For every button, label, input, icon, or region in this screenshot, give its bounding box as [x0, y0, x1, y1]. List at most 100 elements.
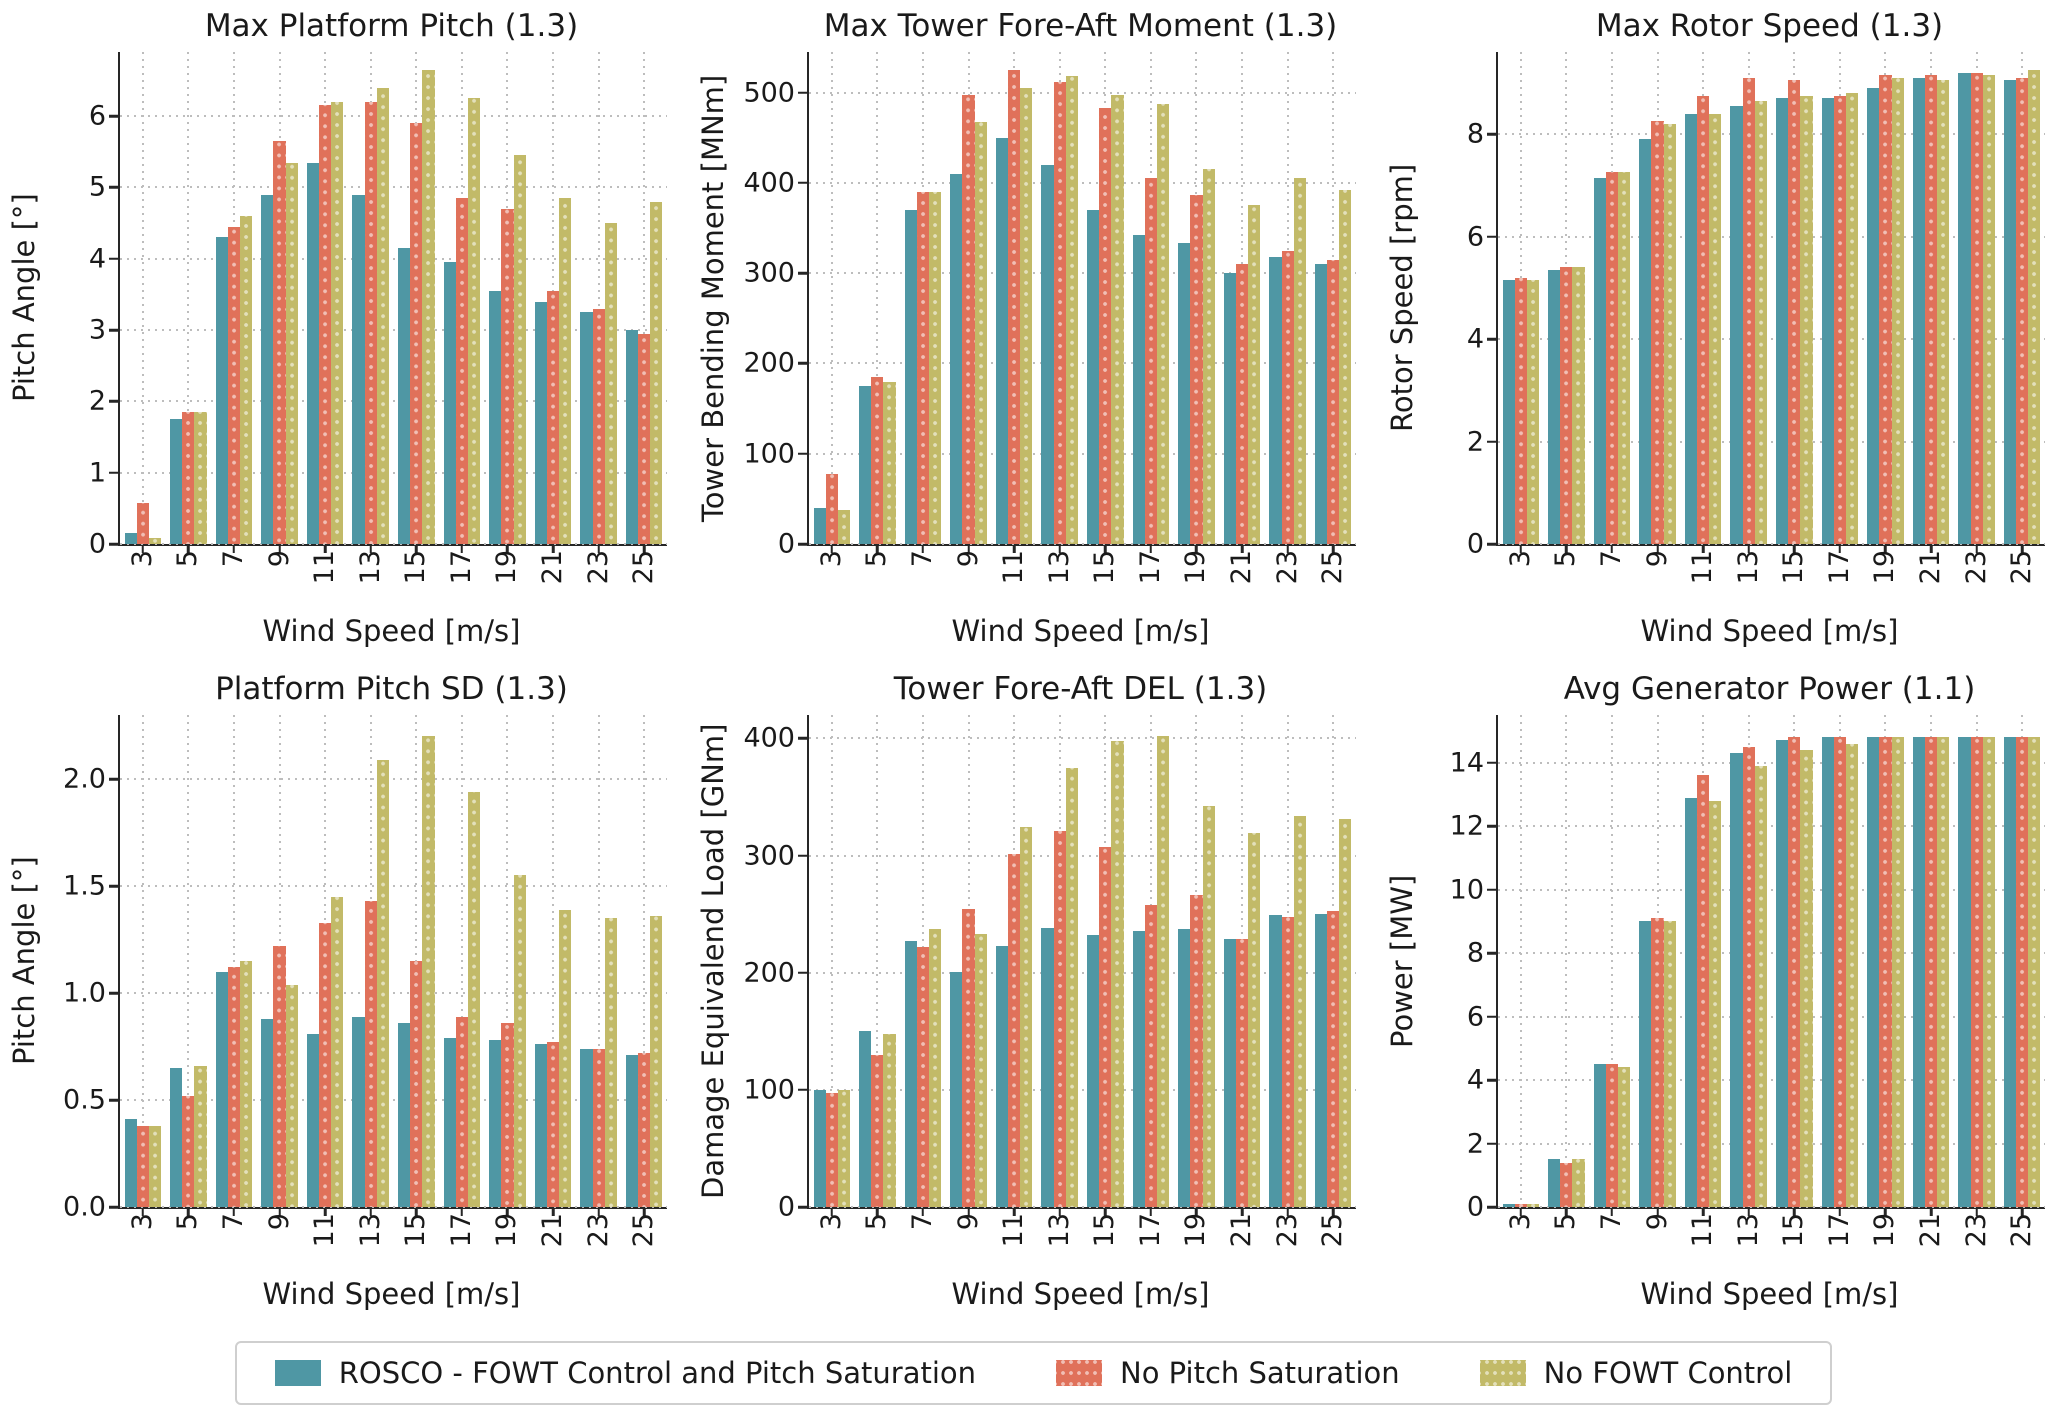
bar — [422, 69, 435, 544]
x-tick-label: 25 — [1317, 550, 1349, 585]
bar — [513, 155, 526, 544]
bar — [1526, 280, 1539, 544]
bar — [1248, 833, 1261, 1207]
bar — [331, 896, 344, 1207]
gridline-vertical — [552, 715, 555, 1207]
bar — [501, 1023, 514, 1207]
bar — [950, 971, 963, 1207]
gridline-horizontal — [1498, 133, 2045, 135]
bar — [148, 1125, 161, 1207]
bar — [1867, 87, 1880, 544]
x-tick-mark — [876, 544, 879, 553]
y-tick-label: 300 — [743, 257, 795, 289]
bar — [1709, 800, 1722, 1207]
x-tick-mark — [597, 544, 600, 553]
plot-area: 3 5 7 9 11 13 15 17 19 21 23 25 0 100 200 300 400 — [743, 715, 1356, 1247]
x-tick-mark — [1058, 544, 1061, 553]
gridline-horizontal — [120, 1206, 667, 1208]
bar — [1730, 105, 1743, 544]
bar — [883, 381, 896, 544]
gridline-horizontal — [809, 452, 1356, 455]
bar — [273, 946, 286, 1207]
bar — [1572, 267, 1585, 544]
y-tick-label: 12 — [1449, 810, 1484, 842]
bar — [194, 412, 207, 544]
legend-swatch-no-pitch-saturation — [1056, 1360, 1103, 1386]
chart-max-rotor-speed: Max Rotor Speed (1.3) Rotor Speed [rpm] … — [1378, 0, 2067, 663]
chart-tower-fore-aft-del: Tower Fore-Aft DEL (1.3) Damage Equivale… — [689, 663, 1378, 1326]
x-tick-mark — [1519, 544, 1523, 553]
bar — [1111, 740, 1124, 1207]
x-tick-label: 13 — [1043, 1213, 1075, 1248]
x-tick-mark — [1975, 544, 1978, 553]
bar — [1697, 775, 1710, 1207]
y-tick-label: 400 — [743, 722, 795, 754]
bar — [2003, 80, 2017, 544]
x-tick-label: 5 — [172, 1213, 204, 1231]
bar — [124, 1119, 137, 1207]
bar — [1281, 250, 1294, 544]
plot-area: 3 5 7 9 11 13 15 17 19 21 23 25 0.0 0.5 1.0 1.5 2.0 — [63, 715, 667, 1247]
bar — [306, 1033, 320, 1207]
y-tick-mark — [1487, 1142, 1496, 1145]
legend-row: ROSCO - FOWT Control and Pitch Saturatio… — [0, 1326, 2067, 1420]
bar — [1293, 815, 1306, 1207]
y-tick-label: 500 — [743, 77, 795, 109]
y-axis-label: Tower Bending Moment [MNm] — [696, 74, 730, 522]
x-tick-label: 13 — [354, 1213, 386, 1248]
gridline-horizontal — [1498, 338, 2045, 340]
x-tick-mark — [415, 1207, 418, 1216]
x-tick-mark — [1286, 1207, 1289, 1216]
bar — [1958, 737, 1971, 1207]
bar — [170, 419, 183, 544]
gridline-vertical — [187, 715, 190, 1207]
y-tick-label: 200 — [743, 957, 795, 989]
bar — [1314, 914, 1328, 1207]
x-tick-mark — [1793, 1207, 1796, 1216]
x-tick-mark — [1195, 1207, 1198, 1216]
x-tick-label: 11 — [1687, 550, 1719, 585]
bar — [825, 1093, 838, 1207]
x-tick-mark — [921, 544, 925, 553]
bar — [1891, 737, 1904, 1207]
bar — [1788, 737, 1801, 1207]
gridline-horizontal — [1498, 235, 2045, 238]
bar — [1269, 256, 1282, 544]
bar — [285, 162, 298, 544]
bar — [261, 1018, 274, 1207]
bar — [1912, 737, 1925, 1207]
bar — [1651, 918, 1664, 1207]
x-tick-label: 5 — [861, 550, 893, 568]
bar — [534, 1044, 547, 1207]
y-tick-label: 4 — [1466, 1064, 1484, 1096]
bar — [1339, 819, 1352, 1207]
bar — [1065, 76, 1078, 544]
gridline-horizontal — [120, 992, 667, 995]
x-tick-label: 25 — [628, 550, 660, 585]
bar — [410, 123, 423, 544]
x-tick-mark — [323, 1207, 327, 1216]
gridline-vertical — [141, 715, 144, 1207]
gridline-horizontal — [1498, 761, 2045, 764]
y-tick-mark — [798, 737, 807, 740]
x-tick-mark — [967, 1207, 970, 1216]
bar — [1639, 139, 1652, 544]
bar — [1020, 88, 1033, 544]
x-tick-mark — [1519, 1207, 1523, 1216]
bar — [489, 1040, 502, 1207]
gridline-vertical — [506, 715, 509, 1207]
x-tick-label: 5 — [1550, 1213, 1582, 1231]
gridline-horizontal — [1498, 1079, 2045, 1082]
bar — [1593, 177, 1606, 544]
x-tick-label: 25 — [1317, 1213, 1349, 1248]
x-tick-label: 9 — [263, 1213, 295, 1231]
bar — [1099, 847, 1112, 1207]
legend-item-no-pitch-saturation: No Pitch Saturation — [1056, 1356, 1400, 1390]
x-tick-label: 23 — [582, 1213, 614, 1248]
y-tick-label: 10 — [1449, 874, 1484, 906]
x-tick-label: 17 — [445, 550, 477, 585]
bar — [124, 533, 137, 544]
y-tick-mark — [109, 991, 118, 995]
bar — [1132, 930, 1145, 1207]
y-tick-mark — [1487, 1205, 1496, 1209]
